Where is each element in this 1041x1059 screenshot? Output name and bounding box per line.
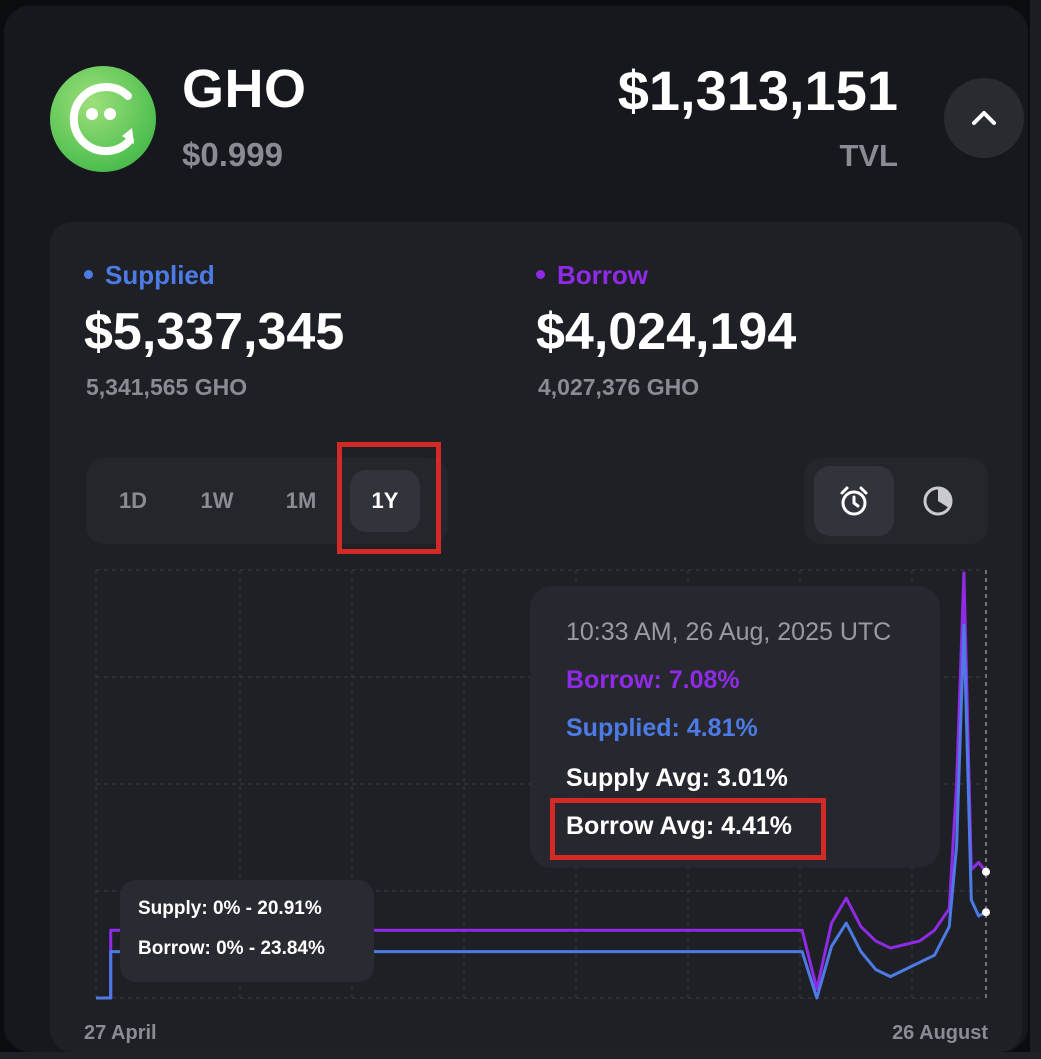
rate-range-tooltip: Supply: 0% - 20.91% Borrow: 0% - 23.84% <box>120 880 374 982</box>
supplied-value: $5,337,345 <box>84 303 345 361</box>
borrow-label: Borrow <box>536 260 648 291</box>
borrow-amount: 4,027,376 GHO <box>538 374 700 400</box>
alarm-clock-icon <box>840 486 868 516</box>
token-price: $0.999 <box>182 136 283 173</box>
tooltip-supplied: Supplied: 4.81% <box>566 714 758 742</box>
range-1w-button[interactable]: 1W <box>200 488 234 513</box>
borrow-dot-icon <box>536 269 545 279</box>
tooltip-supply-avg: Supply Avg: 3.01% <box>566 764 788 792</box>
stats-panel: Supplied $5,337,345 5,341,565 GHO Borrow… <box>50 222 1022 1052</box>
chevron-up-icon <box>972 111 996 125</box>
range-1y-button[interactable]: 1Y <box>350 470 420 532</box>
tooltip-timestamp: 10:33 AM, 26 Aug, 2025 UTC <box>566 618 892 646</box>
borrow-value: $4,024,194 <box>536 303 797 361</box>
token-symbol: GHO <box>182 59 307 119</box>
highlight-box-borrow-avg <box>550 798 826 860</box>
gho-logo-icon <box>50 66 156 172</box>
window-edge-bottom <box>0 1052 1041 1059</box>
asset-card: GHO $0.999 $1,313,151 TVL Supplied $5,33… <box>4 6 1028 1052</box>
chart-tooltip: 10:33 AM, 26 Aug, 2025 UTC Borrow: 7.08%… <box>530 586 940 868</box>
distribution-view-button[interactable] <box>898 466 978 536</box>
history-view-button[interactable] <box>814 466 894 536</box>
supply-range-text: Supply: 0% - 20.91% <box>138 898 322 919</box>
supplied-label: Supplied <box>84 260 215 291</box>
tooltip-borrow: Borrow: 7.08% <box>566 666 740 694</box>
supplied-dot-icon <box>84 269 93 279</box>
x-axis-start-label: 27 April <box>84 1022 157 1044</box>
borrow-label-text: Borrow <box>557 260 648 290</box>
x-axis-end-label: 26 August <box>892 1022 988 1044</box>
supplied-label-text: Supplied <box>105 260 215 290</box>
tooltip-borrow-avg: Borrow Avg: 4.41% <box>566 812 792 840</box>
pie-chart-icon <box>923 486 953 516</box>
time-range-selector: 1D 1W 1M 1Y <box>86 458 448 544</box>
tvl-label: TVL <box>839 138 898 173</box>
highlight-box-1y <box>337 442 441 554</box>
range-1d-button[interactable]: 1D <box>118 488 148 513</box>
collapse-button[interactable] <box>944 78 1024 158</box>
series-point-borrow <box>982 867 990 876</box>
series-point-supplied <box>982 908 990 917</box>
window-edge <box>1030 0 1041 1059</box>
chart-view-selector <box>804 458 988 544</box>
borrow-range-text: Borrow: 0% - 23.84% <box>138 938 325 959</box>
supplied-amount: 5,341,565 GHO <box>86 374 248 400</box>
range-1m-button[interactable]: 1M <box>285 488 317 513</box>
tvl-value: $1,313,151 <box>617 59 898 122</box>
